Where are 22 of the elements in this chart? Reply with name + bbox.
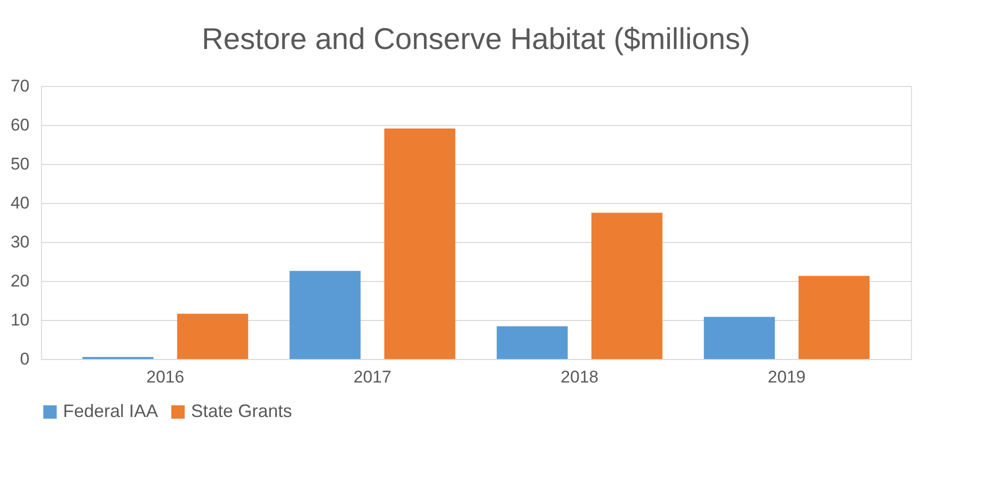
bar xyxy=(704,316,775,359)
y-tick-label: 60 xyxy=(10,116,30,134)
bar xyxy=(496,326,568,359)
x-tick-label: 2019 xyxy=(768,368,806,386)
y-tick-label: 0 xyxy=(20,350,30,368)
bar xyxy=(177,314,248,359)
bar xyxy=(384,128,456,359)
bar xyxy=(591,212,662,359)
bar xyxy=(290,270,361,359)
y-tick-label: 30 xyxy=(10,232,30,252)
y-tick-label: 50 xyxy=(10,154,30,174)
legend-label: State Grants xyxy=(191,401,292,421)
legend-label: Federal IAA xyxy=(63,401,158,421)
y-tick-label: 10 xyxy=(10,310,30,330)
chart-title: Restore and Conserve Habitat ($millions) xyxy=(202,23,750,56)
y-tick-label: 70 xyxy=(10,76,30,96)
y-tick-label: 20 xyxy=(10,272,30,290)
x-tick-label: 2016 xyxy=(146,368,184,386)
x-tick-label: 2018 xyxy=(560,368,598,386)
bar xyxy=(798,276,870,359)
x-tick-label: 2017 xyxy=(354,368,392,386)
y-tick-label: 40 xyxy=(10,194,30,212)
